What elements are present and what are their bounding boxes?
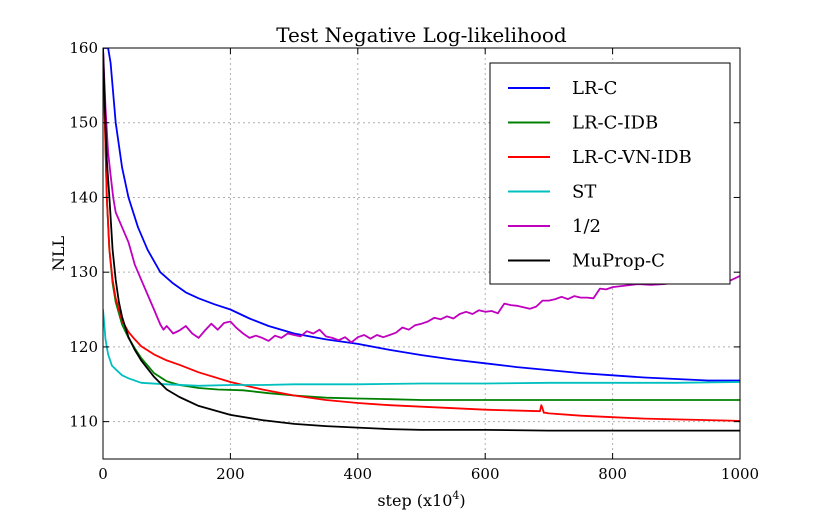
x-tick-label: 200	[216, 465, 245, 483]
y-tick-label: 110	[69, 413, 98, 431]
legend-label: LR-C	[572, 78, 617, 99]
series-line-st	[103, 309, 740, 387]
legend-box	[489, 62, 731, 285]
x-tick-label: 800	[598, 465, 627, 483]
plot-frame	[102, 47, 741, 460]
x-tick-label: 600	[471, 465, 500, 483]
series-line-1-2	[103, 48, 740, 344]
series-lines	[103, 48, 740, 432]
y-tick-label: 160	[69, 39, 98, 57]
axis-ticks: 0 200 400 600 800 1000 110 120 130 140 150 160	[69, 39, 759, 483]
y-tick-label: 130	[69, 263, 98, 281]
y-tick-label: 120	[69, 338, 98, 356]
series-line-lr-c	[103, 48, 740, 382]
series-line-lr-c-vn-idb	[103, 48, 740, 422]
series-line-muprop-c	[103, 48, 740, 432]
x-tick-label: 0	[98, 465, 108, 483]
legend-label: 1/2	[572, 216, 601, 237]
x-axis-label-exponent: 4	[452, 489, 459, 502]
legend-label: LR-C-VN-IDB	[572, 147, 692, 168]
x-axis-label: step (x104)	[377, 489, 465, 510]
x-tick-label: 400	[343, 465, 372, 483]
chart-title: Test Negative Log-likelihood	[276, 23, 567, 47]
y-tick-label: 140	[69, 188, 98, 206]
legend: LR-C LR-C-IDB LR-C-VN-IDB ST 1/2 MuProp-C	[489, 62, 731, 285]
x-axis-label-main: step (x10	[377, 491, 452, 510]
y-axis-label: NLL	[49, 236, 68, 272]
x-axis-label-close: )	[459, 491, 465, 510]
legend-label: MuProp-C	[572, 251, 665, 272]
x-tick-label: 1000	[721, 465, 759, 483]
legend-label: ST	[572, 182, 596, 203]
y-tick-label: 150	[69, 114, 98, 132]
legend-label: LR-C-IDB	[572, 113, 658, 134]
